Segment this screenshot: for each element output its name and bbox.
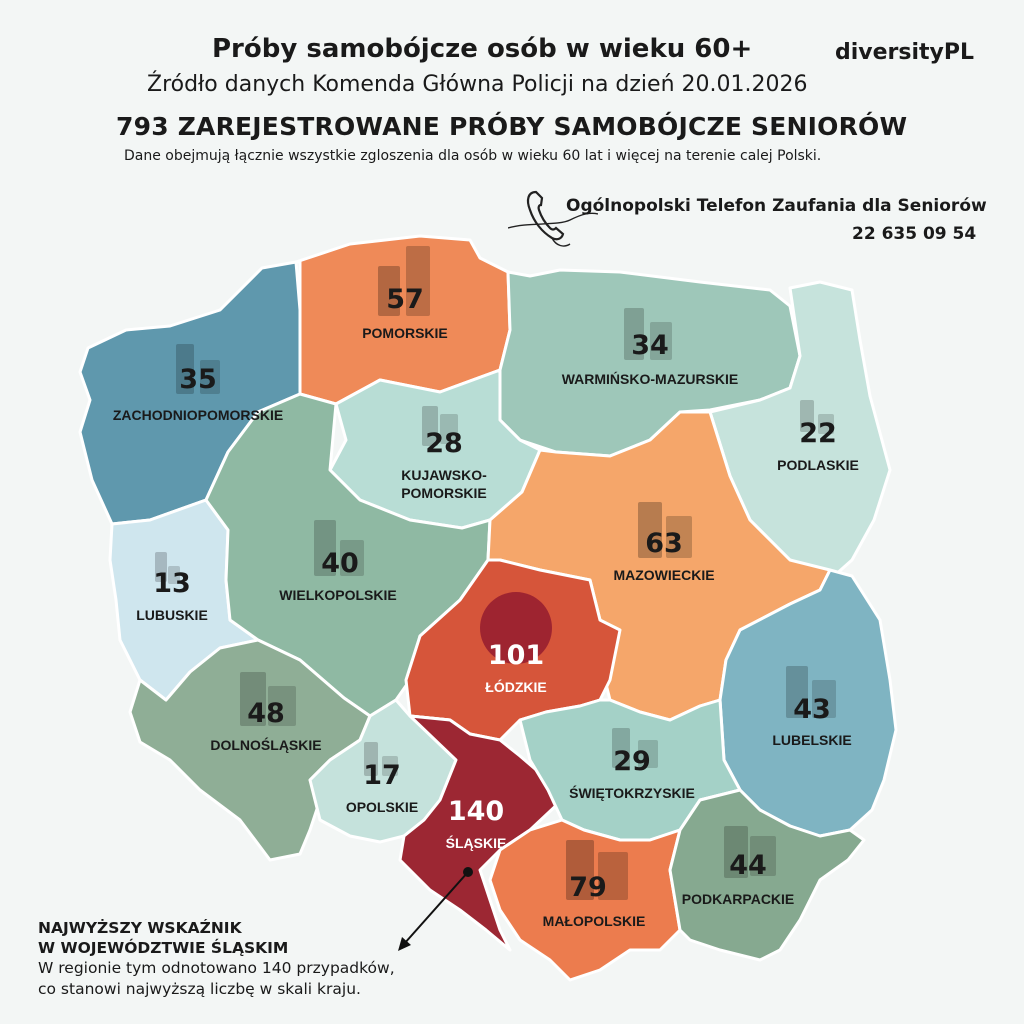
- region-bar-icon-zachodniopomorskie: [200, 360, 220, 394]
- phone-icon: [508, 190, 598, 247]
- region-value-podkarpackie: 44: [729, 850, 767, 881]
- note-heading-line1: NAJWYŻSZY WSKAŹNIK: [38, 919, 242, 937]
- region-value-opolskie: 17: [363, 760, 401, 791]
- chart-title: Próby samobójcze osób w wieku 60+: [212, 34, 753, 64]
- region-bar-icon-pomorskie: [406, 246, 430, 316]
- region-value-lubuskie: 13: [153, 568, 191, 599]
- region-value-wielkopolskie: 40: [321, 548, 359, 579]
- region-value-lodzkie: 101: [488, 640, 544, 671]
- region-bar-icon-opolskie: [382, 756, 398, 776]
- region-label-lubuskie: LUBUSKIE: [136, 607, 208, 623]
- region-bar-icon-pomorskie: [378, 266, 400, 316]
- region-bar-icon-podkarpackie: [724, 826, 748, 878]
- annotation-arrow: [398, 867, 473, 951]
- region-bar-icon-dolnoslaskie: [268, 686, 296, 726]
- region-label-kujawsko-pomorskie: POMORSKIE: [401, 485, 487, 501]
- region-value-pomorskie: 57: [386, 284, 424, 315]
- region-value-mazowieckie: 63: [645, 528, 683, 559]
- region-bar-icon-zachodniopomorskie: [176, 344, 194, 394]
- region-bar-icon-podlaskie: [818, 414, 834, 434]
- region-highlight-lodzkie: [480, 592, 552, 664]
- note-heading-line2: W WOJEWÓDZTWIE ŚLĄSKIM: [38, 939, 289, 957]
- brand-logo-text: diversityPL: [835, 40, 975, 65]
- region-bar-icon-mazowieckie: [666, 516, 692, 558]
- note-text-line2: co stanowi najwyższą liczbę w skali kraj…: [38, 980, 361, 998]
- region-bar-icon-dolnoslaskie: [240, 672, 266, 726]
- region-value-slaskie: 140: [448, 796, 504, 827]
- region-value-dolnoslaskie: 48: [247, 698, 285, 729]
- region-label-dolnoslaskie: DOLNOŚLĄSKIE: [210, 736, 321, 753]
- region-bar-icon-lubelskie: [786, 666, 808, 718]
- region-bar-icon-opolskie: [364, 742, 378, 776]
- region-bar-icon-swietokrzyskie: [612, 728, 630, 768]
- region-bar-icon-podlaskie: [800, 400, 814, 432]
- region-bar-icon-malopolskie: [566, 840, 594, 900]
- helpline-number: 22 635 09 54: [852, 224, 977, 244]
- region-value-swietokrzyskie: 29: [613, 746, 651, 777]
- region-value-lubelskie: 43: [793, 694, 831, 725]
- region-bar-icon-malopolskie: [598, 852, 628, 900]
- region-label-kujawsko-pomorskie: KUJAWSKO-: [401, 467, 487, 483]
- region-label-lubelskie: LUBELSKIE: [772, 732, 851, 748]
- region-label-lodzkie: ŁÓDZKIE: [485, 678, 546, 695]
- region-label-swietokrzyskie: ŚWIĘTOKRZYSKIE: [569, 784, 695, 801]
- data-scope-note: Dane obejmują łącznie wszystkie zgloszen…: [124, 148, 822, 164]
- region-bar-icon-lubuskie: [155, 552, 167, 582]
- region-label-zachodniopomorskie: ZACHODNIOPOMORSKIE: [113, 407, 283, 423]
- region-bar-icon-warminsko-mazurskie: [624, 308, 644, 360]
- region-label-mazowieckie: MAZOWIECKIE: [613, 567, 714, 583]
- region-value-podlaskie: 22: [799, 418, 837, 449]
- region-bar-icon-lubelskie: [812, 680, 836, 718]
- data-source: Źródło danych Komenda Główna Policji na …: [147, 72, 808, 97]
- region-bar-icon-kujawsko-pomorskie: [440, 414, 458, 444]
- region-bar-icon-mazowieckie: [638, 502, 662, 558]
- region-label-opolskie: OPOLSKIE: [346, 799, 418, 815]
- region-slaskie: [398, 714, 564, 952]
- region-value-malopolskie: 79: [569, 872, 607, 903]
- region-bar-icon-wielkopolskie: [340, 540, 364, 576]
- region-bar-icon-lubuskie: [168, 566, 180, 584]
- note-text-line1: W regionie tym odnotowano 140 przypadków…: [38, 959, 395, 977]
- region-bar-icon-kujawsko-pomorskie: [422, 406, 438, 446]
- highest-rate-note: NAJWYŻSZY WSKAŹNIK W WOJEWÓDZTWIE ŚLĄSKI…: [38, 918, 438, 1000]
- region-label-slaskie: ŚLĄSKIE: [446, 834, 507, 851]
- helpline-label: Ogólnopolski Telefon Zaufania dla Senior…: [566, 196, 987, 216]
- region-value-kujawsko-pomorskie: 28: [425, 428, 463, 459]
- region-bar-icon-warminsko-mazurskie: [650, 322, 672, 360]
- total-headline: 793 ZAREJESTROWANE PRÓBY SAMOBÓJCZE SENI…: [116, 112, 908, 141]
- region-label-malopolskie: MAŁOPOLSKIE: [543, 913, 646, 929]
- region-label-pomorskie: POMORSKIE: [362, 325, 448, 341]
- region-label-wielkopolskie: WIELKOPOLSKIE: [279, 587, 396, 603]
- region-value-warminsko-mazurskie: 34: [631, 330, 669, 361]
- region-label-warminsko-mazurskie: WARMIŃSKO-MAZURSKIE: [562, 371, 739, 387]
- region-label-podlaskie: PODLASKIE: [777, 457, 859, 473]
- region-bar-icon-swietokrzyskie: [638, 740, 658, 768]
- region-bar-icon-podkarpackie: [750, 836, 776, 876]
- region-label-podkarpackie: PODKARPACKIE: [682, 891, 795, 907]
- region-bar-icon-wielkopolskie: [314, 520, 336, 576]
- region-value-zachodniopomorskie: 35: [179, 364, 217, 395]
